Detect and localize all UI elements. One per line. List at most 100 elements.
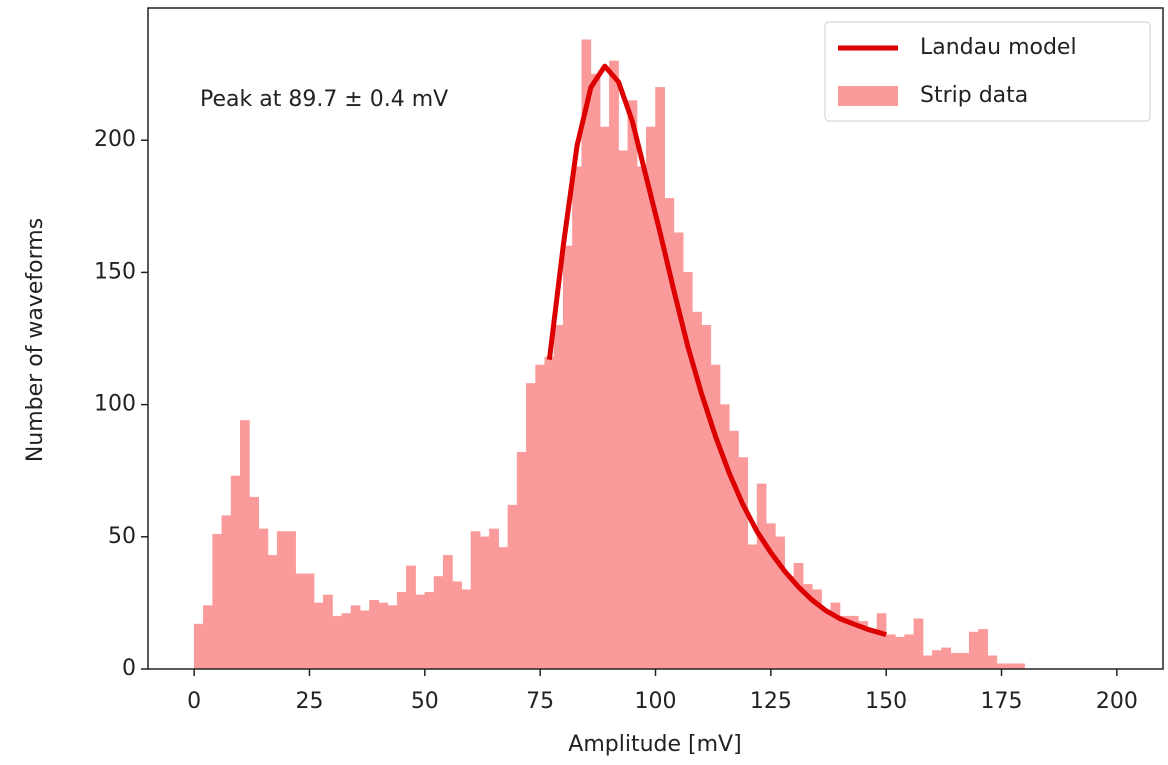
legend: Landau model Strip data	[824, 21, 1151, 122]
x-tick-label: 200	[1096, 689, 1138, 714]
histogram-bar	[526, 383, 536, 670]
histogram-bar	[341, 613, 352, 670]
histogram-bar	[304, 573, 315, 670]
histogram-bar	[719, 404, 730, 670]
histogram-bar	[387, 605, 398, 670]
x-tick-label: 100	[635, 689, 677, 714]
histogram-bar	[535, 364, 546, 670]
histogram-bar	[267, 555, 278, 670]
histogram-bar	[655, 87, 665, 670]
histogram-bar	[286, 531, 296, 670]
histogram-bar	[562, 245, 573, 670]
histogram-bar	[618, 150, 629, 670]
x-tick-label: 175	[981, 689, 1023, 714]
histogram-bar	[516, 451, 527, 670]
histogram-bar	[996, 663, 1007, 670]
histogram-bar	[249, 496, 259, 670]
histogram-bar	[756, 483, 767, 670]
y-tick-label: 50	[108, 524, 136, 549]
y-tick-label: 100	[94, 392, 136, 417]
histogram-bar	[941, 647, 952, 670]
histogram-bar	[599, 126, 610, 670]
histogram-bar	[950, 652, 961, 670]
histogram-bar	[359, 610, 370, 670]
histogram-bar	[470, 531, 481, 670]
histogram-bar	[913, 618, 924, 670]
histogram-bar	[212, 533, 223, 670]
histogram-bar	[396, 592, 407, 670]
histogram-bar	[987, 655, 998, 670]
histogram-bar	[240, 420, 250, 670]
y-axis-label: Number of waveforms	[23, 218, 48, 462]
histogram-bar	[369, 600, 379, 670]
histogram-bar	[968, 631, 979, 670]
legend-box	[824, 21, 1151, 122]
histogram-bar	[581, 39, 592, 670]
annotation: Peak at 89.7 ± 0.4 mV	[200, 87, 448, 112]
histogram-bar	[553, 325, 564, 670]
histogram-bar	[221, 515, 232, 670]
x-tick-label: 0	[187, 689, 201, 714]
histogram-bar	[378, 602, 389, 670]
histogram-bar	[461, 589, 472, 670]
histogram-bar	[932, 650, 942, 670]
histogram-bar	[350, 605, 361, 670]
histogram-bar	[323, 594, 333, 670]
histogram-bar	[1015, 663, 1025, 670]
histogram-bar	[738, 457, 749, 670]
histogram-bar	[443, 555, 453, 670]
histogram-bar	[489, 528, 499, 670]
histogram-bar	[978, 629, 988, 670]
plot-area	[193, 39, 1025, 670]
histogram-bar	[1005, 663, 1016, 670]
histogram-bar	[498, 547, 509, 670]
histogram-bar	[295, 573, 306, 670]
histogram-bar	[710, 364, 721, 670]
legend-swatch	[838, 86, 898, 106]
histogram-bar	[876, 613, 887, 670]
histogram-bar	[729, 430, 739, 670]
histogram-bar	[904, 634, 915, 670]
histogram-bar	[276, 531, 287, 670]
histogram-bar	[590, 73, 601, 670]
histogram-bar	[747, 544, 758, 670]
histogram-bar	[313, 602, 324, 670]
histogram-bar	[627, 100, 638, 670]
histogram-bar	[424, 592, 435, 670]
histogram-bar	[609, 60, 619, 670]
histogram-bar	[415, 594, 426, 670]
x-tick-label: 75	[526, 689, 554, 714]
histogram-bar	[452, 581, 462, 670]
histogram-bar	[793, 562, 804, 670]
histogram-bar	[433, 576, 444, 670]
x-tick-label: 125	[750, 689, 792, 714]
histogram-bar	[867, 629, 878, 670]
histogram-bar	[507, 504, 518, 670]
histogram-bar	[701, 325, 712, 670]
histogram-bar	[230, 475, 241, 670]
histogram-bar	[821, 610, 832, 670]
legend-label: Landau model	[920, 35, 1077, 60]
x-axis-label: Amplitude [mV]	[568, 732, 741, 757]
y-tick-label: 0	[122, 656, 136, 681]
histogram-bar	[636, 166, 647, 670]
histogram-bar	[544, 356, 555, 670]
histogram-bar	[479, 536, 490, 670]
y-tick-label: 200	[94, 127, 136, 152]
histogram-bar	[332, 615, 343, 670]
histogram-bar	[784, 576, 795, 670]
histogram-bar	[959, 652, 970, 670]
histogram-bar	[885, 634, 896, 670]
histogram-bar	[572, 166, 582, 670]
histogram-bar	[258, 528, 269, 670]
histogram-bar	[406, 565, 416, 670]
histogram-bar	[895, 637, 905, 670]
model-line	[546, 63, 887, 638]
x-tick-label: 150	[865, 689, 907, 714]
x-tick-label: 25	[295, 689, 323, 714]
legend-label: Strip data	[920, 83, 1028, 108]
histogram-bar	[193, 623, 204, 670]
histogram-bar	[203, 605, 213, 670]
y-tick-label: 150	[94, 259, 136, 284]
